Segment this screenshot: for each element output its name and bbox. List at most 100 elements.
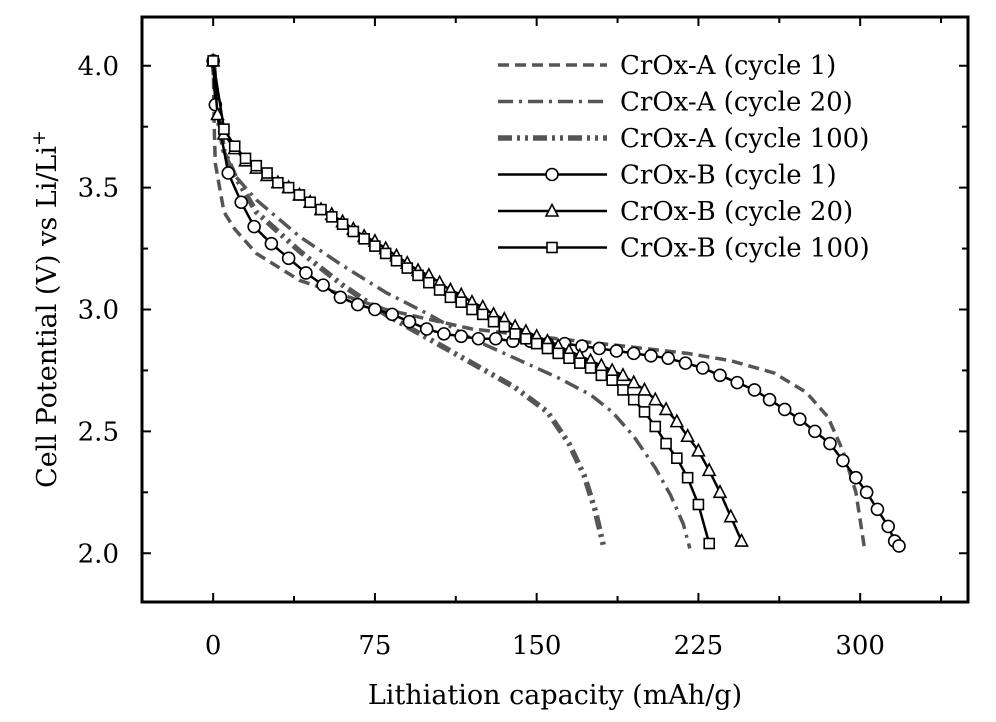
legend-label: CrOx-B (cycle 1) <box>620 161 837 191</box>
data-point <box>541 342 554 355</box>
data-point <box>250 159 263 172</box>
data-point <box>476 308 489 321</box>
data-point <box>315 203 327 216</box>
series-line <box>211 60 867 549</box>
series-layer <box>205 52 906 553</box>
data-point <box>412 269 424 282</box>
y-tick-label: 2.5 <box>78 417 119 447</box>
data-point <box>609 344 624 358</box>
series-6 <box>207 55 716 550</box>
data-point <box>644 349 658 363</box>
data-point <box>336 218 349 230</box>
x-tick-label: 150 <box>512 631 562 661</box>
x-tick-label: 225 <box>674 631 724 661</box>
data-point <box>695 361 710 375</box>
legend-marker <box>545 167 559 182</box>
data-point <box>471 331 486 346</box>
data-point <box>626 374 642 389</box>
data-point <box>637 381 652 396</box>
legend-item: CrOx-B (cycle 100) <box>498 234 870 264</box>
data-point <box>823 436 837 451</box>
data-point <box>836 453 850 468</box>
data-point <box>530 337 543 350</box>
data-point <box>333 290 348 305</box>
data-point <box>466 303 478 316</box>
data-point <box>870 502 885 517</box>
data-point <box>368 302 382 317</box>
legend-item: CrOx-B (cycle 20) <box>498 197 853 227</box>
y-tick-label: 4.0 <box>78 52 119 82</box>
data-point <box>281 251 296 266</box>
data-point <box>575 339 589 353</box>
data-point <box>584 362 597 374</box>
legend-marker <box>544 202 560 217</box>
legend-label: CrOx-A (cycle 20) <box>620 88 853 118</box>
x-tick-label: 75 <box>358 631 391 661</box>
data-point <box>627 393 640 406</box>
data-point <box>658 401 674 416</box>
series-2 <box>211 60 692 549</box>
data-point <box>730 375 745 390</box>
data-point <box>454 329 468 344</box>
series-1 <box>211 60 867 549</box>
data-point <box>325 211 338 223</box>
data-point <box>520 332 532 345</box>
data-point <box>762 392 777 407</box>
series-4 <box>206 54 906 553</box>
data-point <box>713 368 727 383</box>
data-point <box>661 351 676 366</box>
data-point <box>419 322 434 336</box>
data-point <box>369 240 381 252</box>
data-point <box>228 140 241 152</box>
data-point <box>350 297 365 312</box>
data-point <box>347 225 360 238</box>
data-point <box>649 420 662 433</box>
data-point <box>808 424 822 439</box>
data-point <box>316 278 330 292</box>
data-point <box>379 247 392 260</box>
data-point <box>574 357 586 369</box>
legend: CrOx-A (cycle 1) CrOx-A (cycle 20) CrOx-A … <box>498 51 870 264</box>
y-axis-label: Cell Potential (V) vs Li/Li+ <box>28 130 63 488</box>
legend-label: CrOx-B (cycle 20) <box>620 197 853 227</box>
data-point <box>509 328 521 340</box>
data-point <box>692 498 705 511</box>
data-point <box>859 485 874 500</box>
data-point <box>660 437 672 450</box>
data-point <box>792 412 807 426</box>
data-point <box>606 374 618 386</box>
data-point <box>881 519 896 534</box>
data-point <box>691 442 706 457</box>
x-axis-label: Lithiation capacity (mAh/g) <box>368 680 742 711</box>
data-point <box>385 307 399 322</box>
data-point <box>488 331 503 346</box>
data-point <box>498 320 511 333</box>
data-point <box>849 470 863 485</box>
data-point <box>358 233 370 245</box>
series-line <box>211 60 900 547</box>
ticks-layer: 0 75 150 225 300 2.0 2.5 3.0 3.5 4.0 <box>78 17 968 661</box>
data-point <box>615 367 631 382</box>
data-point <box>444 291 457 304</box>
x-tick-label: 0 <box>205 631 222 661</box>
legend-label: CrOx-A (cycle 100) <box>620 124 869 154</box>
data-point <box>552 347 565 360</box>
data-point <box>703 537 716 550</box>
y-tick-label: 3.5 <box>78 174 119 204</box>
data-point <box>681 471 694 484</box>
data-point <box>304 196 317 209</box>
data-point <box>247 219 261 234</box>
series-line <box>211 60 692 549</box>
data-point <box>747 383 762 397</box>
data-point <box>293 189 306 201</box>
y-tick-label: 2.0 <box>78 539 119 569</box>
data-point <box>261 167 273 179</box>
data-point <box>207 55 219 67</box>
data-point <box>701 462 717 477</box>
data-point <box>669 413 685 428</box>
legend-item: CrOx-A (cycle 100) <box>498 124 869 154</box>
legend-label: CrOx-B (cycle 100) <box>620 234 870 264</box>
data-point <box>892 539 906 553</box>
data-point <box>638 406 651 418</box>
data-point <box>455 296 467 308</box>
